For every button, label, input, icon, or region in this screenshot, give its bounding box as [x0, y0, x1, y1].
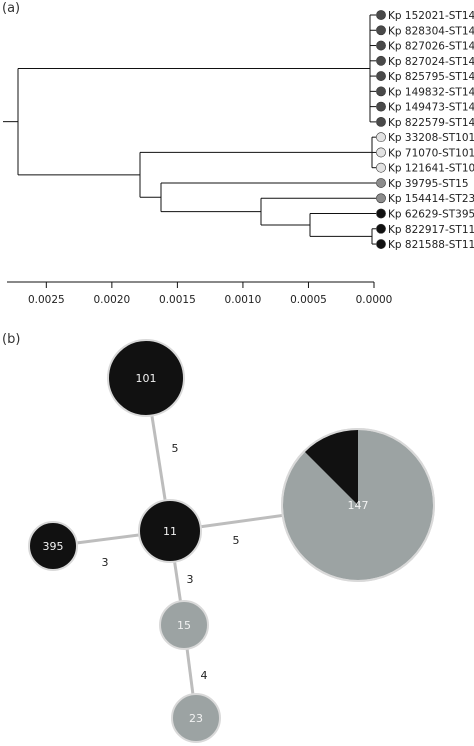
leaf-label: Kp 149832-ST147 — [388, 86, 474, 98]
distance-axis: 0.0025 0.0020 0.0015 0.0010 0.0005 0.0000 — [7, 281, 393, 306]
node-st11: 11 — [138, 499, 202, 563]
leaf-label: Kp 62629-ST395 — [388, 209, 474, 221]
leaf-marker — [376, 193, 386, 204]
edge-label: 5 — [172, 442, 179, 455]
leaf-label: Kp 39795-ST15 — [388, 178, 469, 190]
leaf-label: Kp 827026-ST147 — [388, 41, 474, 53]
node-st15: 15 — [159, 600, 209, 650]
leaf-marker — [376, 223, 386, 234]
node-label: 11 — [163, 525, 177, 538]
edge-label: 3 — [102, 556, 109, 569]
axis-tick-label: 0.0000 — [356, 294, 393, 306]
node-circle — [28, 521, 78, 571]
leaf-marker — [376, 116, 386, 127]
leaf-marker — [376, 132, 386, 143]
leaf-label: Kp 33208-ST101 — [388, 132, 474, 144]
tree-leaves: Kp 152021-ST147 Kp 828304-ST147 Kp 827026-… — [376, 10, 474, 251]
node-circle — [159, 600, 209, 650]
leaf-marker — [376, 178, 386, 188]
leaf-marker — [376, 55, 386, 66]
leaf-marker — [376, 40, 386, 51]
leaf-label: Kp 825795-ST147 — [388, 71, 474, 83]
leaf-label: Kp 149473-ST147 — [388, 102, 474, 114]
leaf-label: Kp 827024-ST147 — [388, 56, 474, 68]
leaf-marker — [376, 25, 386, 36]
leaf-label: Kp 152021-ST147 — [388, 10, 474, 22]
node-outline — [281, 428, 435, 582]
node-label: 101 — [136, 372, 157, 385]
node-st101: 101 — [107, 339, 185, 417]
leaf-marker — [376, 239, 386, 249]
node-st23: 23 — [171, 693, 221, 743]
node-label: 147 — [348, 499, 369, 512]
node-st147: 147 — [281, 428, 435, 582]
axis-tick-label: 0.0015 — [159, 294, 196, 306]
edge-label: 4 — [201, 669, 208, 682]
pie-wedge — [304, 429, 358, 505]
leaf-marker — [376, 71, 386, 81]
node-circle — [138, 499, 202, 563]
panel-b-label: (b) — [2, 332, 20, 347]
axis-tick-label: 0.0010 — [225, 294, 262, 306]
leaf-label: Kp 121641-ST101 — [388, 163, 474, 175]
leaf-marker — [376, 86, 386, 97]
leaf-label: Kp 154414-ST23 — [388, 193, 474, 205]
node-label: 15 — [177, 619, 191, 632]
edge-label: 3 — [187, 573, 194, 586]
leaf-label: Kp 822917-ST11 — [388, 224, 474, 236]
network-nodes: 101 11 395 147 15 23 — [28, 339, 435, 743]
node-label: 395 — [43, 540, 64, 553]
leaf-label: Kp 821588-ST11 — [388, 239, 474, 251]
leaf-label: Kp 822579-ST147 — [388, 117, 474, 129]
node-circle — [107, 339, 185, 417]
node-st395: 395 — [28, 521, 78, 571]
node-label: 23 — [189, 712, 203, 725]
panel-a-label: (a) — [2, 1, 20, 16]
leaf-label: Kp 71070-ST101 — [388, 147, 474, 159]
leaf-marker — [376, 101, 386, 112]
node-circle — [171, 693, 221, 743]
leaf-label: Kp 828304-ST147 — [388, 25, 474, 37]
panel-b-network: (b) 5 3 5 3 4 101 11 395 147 15 23 — [2, 332, 435, 743]
edge-label: 5 — [233, 534, 240, 547]
leaf-marker — [376, 208, 386, 219]
leaf-marker — [376, 162, 386, 173]
leaf-marker — [376, 10, 386, 20]
axis-tick-label: 0.0020 — [93, 294, 130, 306]
leaf-marker — [376, 147, 386, 158]
tree-branches — [3, 14, 376, 245]
panel-a-tree: (a) Kp 152021-ST147 Kp 828304-ST147 Kp 827… — [2, 1, 474, 306]
axis-tick-label: 0.0025 — [28, 294, 65, 306]
axis-tick-label: 0.0005 — [290, 294, 327, 306]
